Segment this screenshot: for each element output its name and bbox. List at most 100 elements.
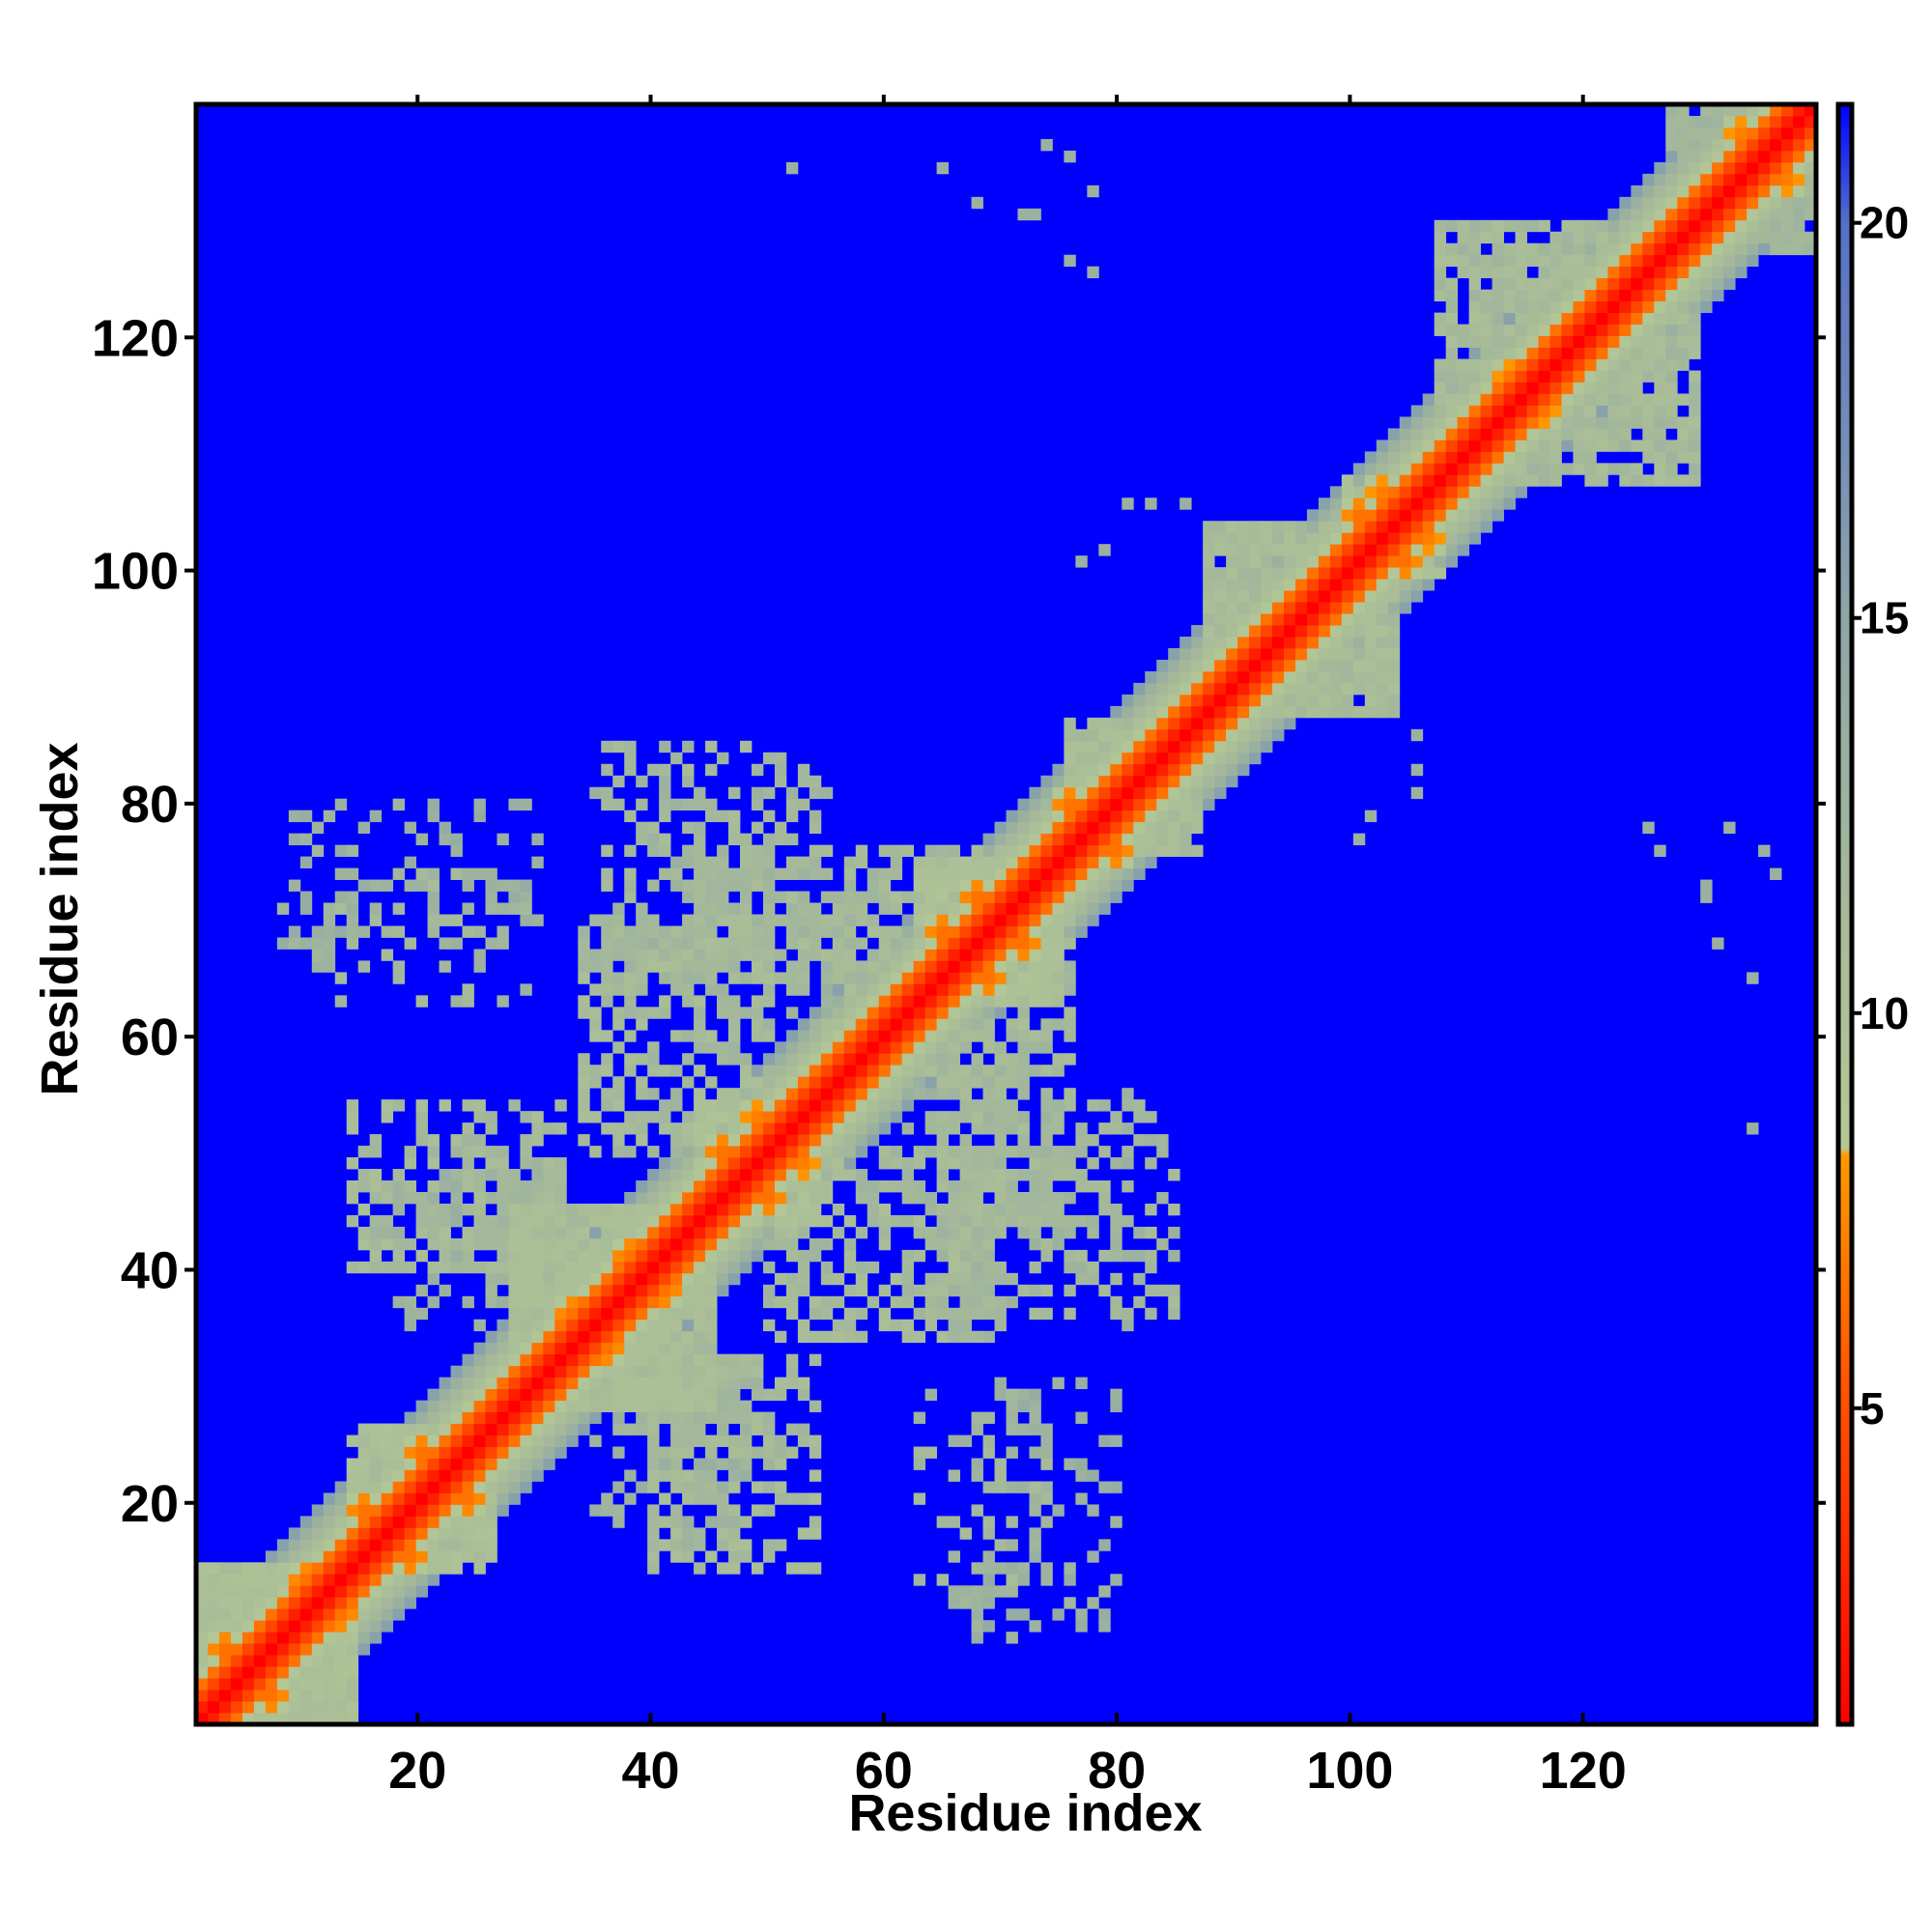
heatmap-cell (473, 949, 486, 961)
heatmap-cell (843, 937, 857, 950)
heatmap-cell (404, 1261, 416, 1274)
heatmap-cell (670, 1446, 683, 1459)
heatmap-cell (439, 960, 451, 973)
heatmap-cell (809, 1330, 822, 1344)
heatmap-cell (299, 1655, 313, 1667)
heatmap-cell (762, 995, 776, 1008)
heatmap-cell (566, 1353, 579, 1367)
heatmap-cell (739, 1261, 753, 1274)
heatmap-cell (647, 1041, 660, 1054)
heatmap-cell (936, 949, 950, 961)
heatmap-cell (508, 1388, 521, 1401)
heatmap-cell (1677, 393, 1690, 406)
heatmap-cell (589, 1353, 602, 1367)
heatmap-cell (1735, 231, 1747, 244)
heatmap-cell (1087, 879, 1099, 892)
heatmap-cell (647, 1527, 660, 1540)
heatmap-cell (820, 1146, 834, 1158)
heatmap-cell (1376, 567, 1389, 580)
heatmap-cell (462, 1365, 474, 1378)
heatmap-cell (624, 763, 637, 777)
heatmap-cell (1110, 856, 1122, 868)
heatmap-cell (1352, 532, 1366, 545)
heatmap-cell (1040, 1458, 1053, 1470)
heatmap-cell (1075, 763, 1088, 777)
heatmap-cell (924, 1122, 938, 1135)
heatmap-cell (1294, 637, 1308, 649)
heatmap-cell (485, 879, 497, 892)
heatmap-cell (1226, 613, 1238, 626)
heatmap-cell (578, 1377, 590, 1390)
heatmap-cell (936, 1157, 950, 1170)
heatmap-cell (473, 925, 486, 938)
heatmap-cell (601, 867, 613, 880)
heatmap-cell (1191, 798, 1204, 811)
heatmap-cell (392, 1504, 406, 1517)
heatmap-cell (971, 1099, 983, 1112)
heatmap-cell (578, 972, 590, 984)
heatmap-cell (520, 1400, 532, 1412)
heatmap-cell (1561, 254, 1574, 268)
heatmap-cell (601, 925, 613, 938)
heatmap-cell (1122, 1122, 1134, 1135)
heatmap-cell (1410, 555, 1424, 568)
heatmap-cell (1619, 335, 1632, 348)
heatmap-cell (601, 949, 613, 961)
heatmap-cell (1237, 752, 1250, 765)
heatmap-cell (1468, 440, 1482, 452)
heatmap-cell (982, 1550, 995, 1563)
heatmap-cell (728, 1446, 741, 1459)
heatmap-cell (1006, 1632, 1018, 1644)
heatmap-cell (589, 1226, 602, 1239)
heatmap-cell (531, 1191, 544, 1205)
heatmap-cell (1758, 150, 1771, 163)
heatmap-cell (774, 1237, 787, 1251)
heatmap-cell (589, 1146, 602, 1158)
heatmap-cell (682, 1330, 695, 1344)
heatmap-cell (369, 1191, 383, 1205)
heatmap-cell (1203, 717, 1215, 730)
heatmap-cell (971, 1157, 983, 1170)
heatmap-cell (1122, 752, 1134, 765)
heatmap-cell (682, 775, 695, 788)
heatmap-cell (682, 1319, 695, 1332)
heatmap-cell (1468, 486, 1482, 498)
heatmap-cell (1410, 532, 1424, 545)
heatmap-cell (924, 1076, 938, 1089)
heatmap-cell (520, 1481, 532, 1493)
heatmap-cell (612, 1423, 625, 1435)
heatmap-cell (843, 1134, 857, 1147)
heatmap-cell (439, 1284, 451, 1297)
heatmap-cell (982, 1435, 995, 1447)
heatmap-cell (311, 1690, 325, 1702)
heatmap-cell (299, 1539, 313, 1551)
heatmap-cell (694, 867, 706, 880)
heatmap-cell (497, 902, 509, 915)
heatmap-cell (1098, 1191, 1111, 1205)
heatmap-cell (728, 1469, 741, 1482)
heatmap-cell (1352, 463, 1366, 475)
heatmap-cell (1770, 115, 1782, 128)
heatmap-cell (751, 1446, 764, 1459)
heatmap-cell (1040, 821, 1053, 835)
heatmap-cell (196, 1678, 209, 1690)
heatmap-cell (659, 1065, 671, 1077)
heatmap-cell (728, 1562, 741, 1575)
heatmap-cell (1040, 1088, 1053, 1100)
heatmap-cell (462, 1295, 474, 1309)
heatmap-cell (982, 1237, 995, 1251)
heatmap-cell (1040, 1065, 1053, 1077)
heatmap-cell (1052, 1018, 1065, 1031)
heatmap-cell (589, 1365, 602, 1378)
heatmap-cell (520, 1111, 532, 1123)
heatmap-cell (1445, 242, 1459, 256)
heatmap-cell (890, 1157, 903, 1170)
heatmap-cell (265, 1608, 278, 1621)
heatmap-cell (751, 1191, 764, 1205)
heatmap-cell (1110, 821, 1122, 835)
heatmap-cell (901, 1272, 915, 1286)
heatmap-cell (1700, 208, 1713, 221)
heatmap-cell (982, 1411, 995, 1424)
heatmap-cell (1631, 185, 1643, 198)
heatmap-cell (1665, 463, 1678, 475)
